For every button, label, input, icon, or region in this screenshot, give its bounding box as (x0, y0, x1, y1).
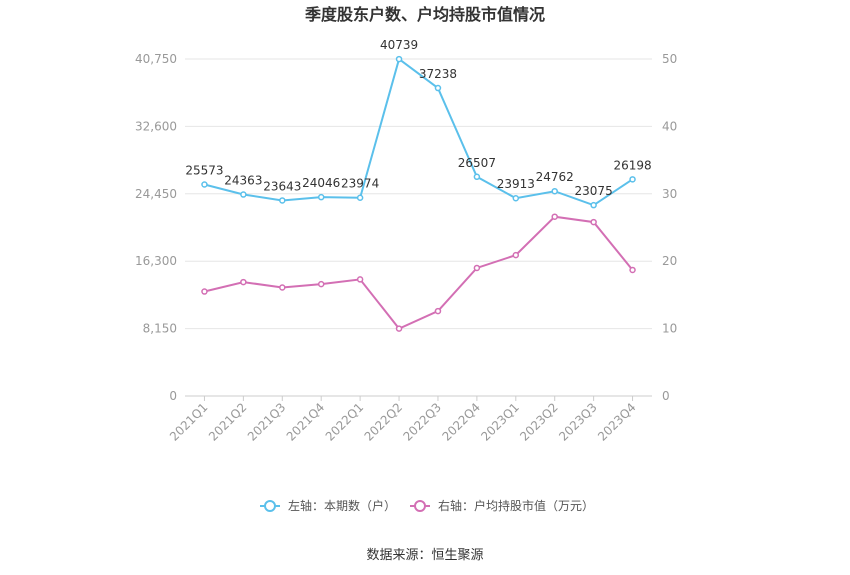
legend: 左轴：本期数（户） 右轴：户均持股市值（万元） (260, 498, 594, 513)
data-source-note: 数据来源：恒生聚源 (366, 548, 483, 563)
data-point (434, 307, 442, 315)
x-tick-label: 2022Q2 (362, 400, 406, 444)
left-tick-label: 16,300 (135, 254, 177, 268)
legend-label[interactable]: 左轴：本期数（户） (288, 498, 396, 513)
left-tick-label: 32,600 (135, 119, 177, 133)
data-point (512, 251, 520, 259)
legend-label[interactable]: 右轴：户均持股市值（万元） (438, 498, 594, 513)
data-point (590, 218, 597, 226)
left-tick-label: 40,750 (135, 52, 177, 66)
x-tick-label: 2021Q4 (284, 400, 328, 444)
x-tick-label: 2023Q4 (595, 400, 639, 444)
right-tick-label: 50 (662, 52, 677, 66)
x-tick-label: 2022Q4 (439, 400, 483, 444)
data-point (240, 191, 247, 198)
data-label: 23643 (263, 179, 301, 193)
data-point (629, 266, 636, 274)
x-tick-label: 2021Q1 (167, 400, 211, 444)
right-tick-label: 30 (662, 187, 677, 201)
data-point (473, 173, 481, 181)
data-point (473, 264, 481, 272)
right-tick-label: 10 (662, 322, 677, 336)
legend-marker (264, 500, 276, 512)
left-tick-label: 0 (169, 389, 177, 403)
data-point (395, 55, 403, 63)
series-line-0 (204, 57, 634, 207)
data-label: 26507 (458, 156, 496, 170)
x-tick-label: 2023Q3 (556, 400, 600, 444)
data-point (201, 181, 208, 188)
x-axis: 2021Q12021Q22021Q32021Q42022Q12022Q22022… (167, 396, 639, 444)
data-point (279, 197, 286, 204)
data-label: 26198 (613, 158, 651, 172)
data-point (356, 276, 364, 283)
data-label: 23913 (497, 177, 535, 191)
x-tick-label: 2021Q3 (245, 400, 289, 444)
left-tick-label: 24,450 (135, 187, 177, 201)
data-label: 23974 (341, 177, 379, 191)
left-tick-label: 8,150 (143, 322, 177, 336)
data-label: 37238 (419, 67, 457, 81)
x-tick-label: 2022Q1 (323, 400, 367, 444)
data-point (240, 278, 247, 286)
legend-marker (414, 500, 426, 512)
x-tick-label: 2023Q2 (517, 400, 561, 444)
data-point (512, 194, 520, 202)
data-point (279, 284, 286, 291)
x-tick-label: 2021Q2 (206, 400, 250, 444)
data-label: 25573 (185, 164, 223, 178)
chart-title: 季度股东户数、户均持股市值情况 (304, 5, 545, 24)
series-line-1 (204, 215, 634, 330)
left-axis-ticks: 0 8,150 16,300 24,450 32,600 40,750 (135, 52, 177, 403)
data-point (317, 280, 325, 288)
data-label: 24363 (224, 174, 262, 188)
right-tick-label: 40 (662, 119, 677, 133)
data-point (434, 84, 442, 92)
data-label: 24046 (302, 176, 340, 190)
data-point (201, 288, 208, 295)
grid-lines (185, 58, 652, 397)
right-tick-label: 20 (662, 254, 677, 268)
data-point (551, 213, 558, 220)
data-label: 40739 (380, 38, 418, 52)
data-point (551, 187, 558, 195)
data-point (317, 193, 325, 201)
right-axis-ticks: 0 10 20 30 40 50 (662, 52, 677, 403)
x-tick-label: 2022Q3 (401, 400, 445, 444)
data-point (356, 194, 364, 201)
data-point (590, 201, 597, 209)
data-point (395, 325, 403, 332)
x-tick-label: 2023Q1 (478, 400, 522, 444)
data-point (629, 176, 636, 183)
data-label: 24762 (536, 170, 574, 184)
data-label: 23075 (575, 184, 613, 198)
right-tick-label: 0 (662, 389, 670, 403)
